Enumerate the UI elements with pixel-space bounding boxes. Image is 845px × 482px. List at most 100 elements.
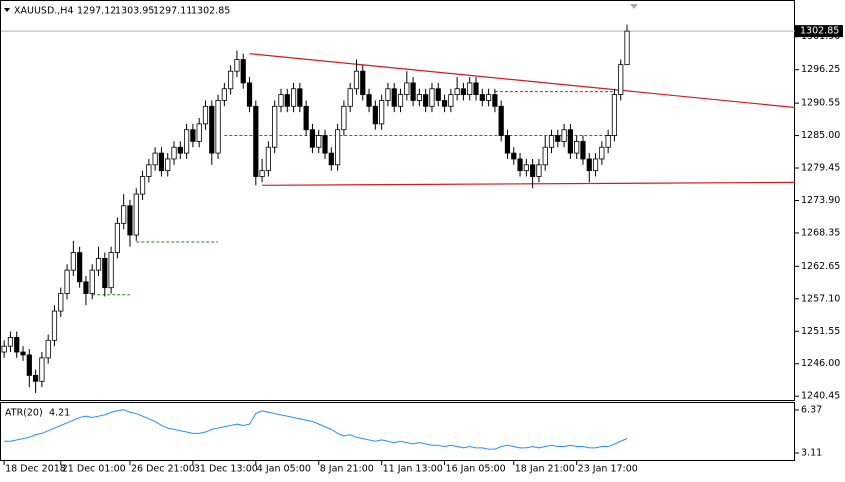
candle-body <box>234 59 240 72</box>
header-open: 1297.12 <box>77 6 116 17</box>
x-tick-label: 26 Dec 21:00 <box>131 464 195 475</box>
candle-body <box>391 88 397 107</box>
candle-body <box>127 205 133 236</box>
y-tick-label: 1251.55 <box>801 326 840 337</box>
candle-body <box>33 375 39 382</box>
candle-body <box>605 135 611 148</box>
candle-body <box>435 88 441 101</box>
y-tick-label: 1268.35 <box>801 227 840 238</box>
y-tick-label: 1246.00 <box>801 358 840 369</box>
menu-arrow[interactable] <box>4 8 10 12</box>
candle-body <box>523 164 529 172</box>
candle-body <box>152 152 158 166</box>
candle-body <box>297 88 303 107</box>
x-tick-label: 23 Jan 17:00 <box>578 464 638 475</box>
candle-body <box>454 88 460 96</box>
candle-body <box>64 269 70 294</box>
x-tick-label: 21 Dec 01:00 <box>62 464 126 475</box>
candle-body <box>504 135 511 154</box>
candle-body <box>177 146 183 154</box>
y-tick-label: 1279.45 <box>801 163 840 174</box>
atr-frame <box>0 402 795 461</box>
header-low: 1297.11 <box>153 6 192 17</box>
candle-body <box>7 337 14 347</box>
candle-body <box>202 105 209 125</box>
y-tick-label: 1290.55 <box>801 98 840 109</box>
candle-body <box>416 94 422 101</box>
candle-body <box>1 345 7 353</box>
candle-body <box>26 354 32 376</box>
x-tick-label: 4 Jan 05:00 <box>257 464 311 475</box>
candle-body <box>259 170 265 177</box>
candle-body <box>498 105 504 136</box>
candle-body <box>322 135 328 154</box>
candle-body <box>599 146 605 160</box>
candle-body <box>45 339 51 359</box>
x-tick-label: 18 Jan 21:00 <box>515 464 575 475</box>
candle-body <box>51 310 58 341</box>
atr-name: ATR(20) <box>5 408 43 419</box>
candle-body <box>592 158 599 172</box>
atr-value: 4.21 <box>49 408 70 419</box>
candle-body <box>473 82 479 96</box>
candle-body <box>492 94 498 107</box>
y-tick-label: 1262.65 <box>801 261 840 272</box>
candle-body <box>360 70 366 96</box>
candle-body <box>77 252 83 283</box>
candle-body <box>240 59 246 84</box>
candle-body <box>228 70 234 90</box>
candle-body <box>586 158 592 172</box>
x-tick-label: 8 Jan 21:00 <box>320 464 374 475</box>
candle-body <box>561 129 567 142</box>
y-tick-label: 1273.90 <box>801 195 840 206</box>
candle-body <box>347 88 353 107</box>
header-close: 1302.85 <box>191 6 230 17</box>
candle-body <box>423 94 429 107</box>
candle-body <box>353 70 360 90</box>
x-tick-label: 11 Jan 13:00 <box>383 464 443 475</box>
candle-body <box>542 146 548 166</box>
main-frame <box>0 0 795 401</box>
y-tick-label: 1296.25 <box>801 64 840 75</box>
candle-body <box>158 152 165 172</box>
candle-body <box>341 105 347 131</box>
x-tick-label: 18 Dec 2018 <box>5 464 66 475</box>
y-tick-label: 1257.10 <box>801 293 840 304</box>
candle-body <box>410 82 416 101</box>
candle-body <box>209 105 215 154</box>
candle-body <box>184 129 190 154</box>
candle-body <box>139 176 146 195</box>
candle-body <box>366 94 372 107</box>
candle-body <box>190 129 196 142</box>
candle-body <box>548 135 555 148</box>
candle-body <box>309 129 316 148</box>
candle-body <box>265 146 271 172</box>
y-tick-label: 1285.00 <box>801 130 840 141</box>
candle-body <box>215 100 221 154</box>
candle-body <box>303 105 309 131</box>
trend-line <box>249 53 796 109</box>
candle-body <box>624 30 630 66</box>
candle-body <box>102 258 108 289</box>
shift-marker <box>630 4 638 9</box>
candle-body <box>114 222 120 253</box>
candle-body <box>372 105 378 125</box>
candle-body <box>429 88 435 107</box>
candle-body <box>536 164 542 177</box>
candle-body <box>83 281 89 294</box>
candle-body <box>171 146 177 160</box>
candle-body <box>517 158 523 172</box>
candle-body <box>290 88 297 107</box>
candle-body <box>272 105 278 148</box>
candle-body <box>121 205 127 224</box>
price-label: 1302.85 <box>800 26 839 37</box>
candle-body <box>108 252 114 289</box>
candle-body <box>467 82 473 96</box>
candle-body <box>611 94 618 136</box>
header-high: 1303.95 <box>115 6 154 17</box>
candle-body <box>441 100 448 107</box>
candle-body <box>246 82 253 107</box>
candle-body <box>485 94 492 101</box>
candle-body <box>284 94 290 107</box>
